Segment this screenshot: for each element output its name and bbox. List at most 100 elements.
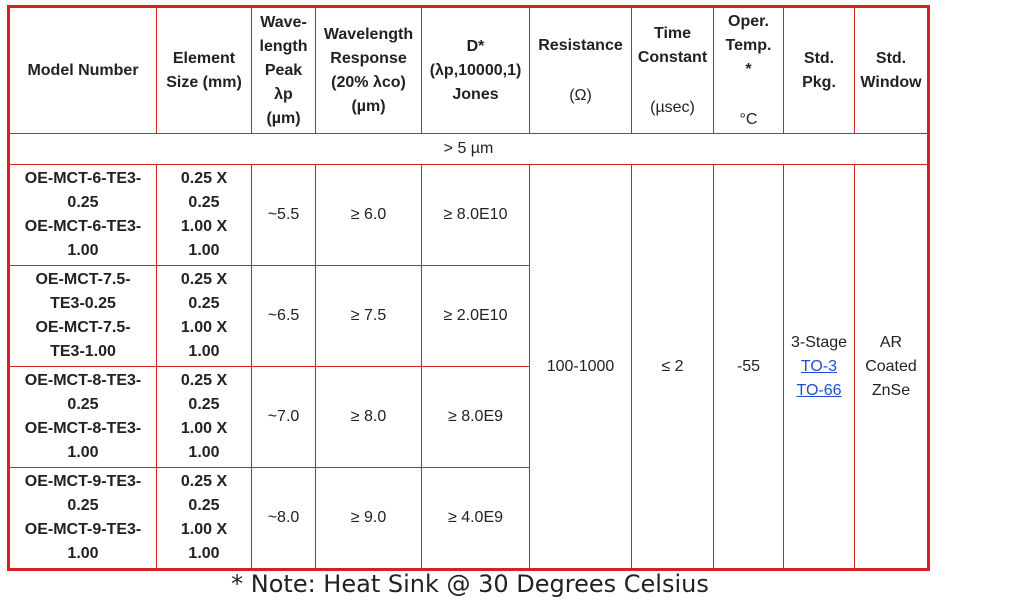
data-row: OE-MCT-8-TE3- 0.25 OE-MCT-8-TE3- 1.00 0.25 X… <box>8 366 929 468</box>
cell-line: * <box>745 60 752 78</box>
cell-line: Resistance <box>538 36 623 54</box>
cell-line: TE3-0.25 <box>50 295 116 312</box>
cell-line: Constant <box>637 48 708 66</box>
cell-line: Wave- <box>260 13 307 31</box>
size-cell: 0.25 X 0.25 1.00 X 1.00 <box>156 265 252 367</box>
cell-line: OE-MCT-9-TE3- <box>24 473 142 490</box>
cell-line: Response <box>330 49 407 67</box>
cell-line: 0.25 <box>188 295 220 312</box>
peak-cell: ~6.5 <box>251 265 316 367</box>
cell-line: (λp,10000,1) <box>429 61 522 79</box>
dstar-cell: ≥ 8.0E9 <box>421 366 530 468</box>
cell-line: 1.00 X <box>180 420 228 437</box>
cell-line: 1.00 X <box>180 218 228 235</box>
cell-line: 0.25 <box>188 497 220 514</box>
header-cell: D* (λp,10000,1) Jones <box>421 6 530 134</box>
cell-line: 1.00 X <box>180 521 228 538</box>
cell-line: 0.25 <box>188 194 220 211</box>
cell-line: Peak <box>264 61 303 79</box>
cell-line: Temp. <box>725 36 772 54</box>
data-row: OE-MCT-9-TE3- 0.25 OE-MCT-9-TE3- 1.00 0.25 X… <box>8 467 929 570</box>
cell-line: Oper. <box>728 12 769 30</box>
cell-line: (µm) <box>351 97 386 115</box>
table-body: Model Number Element Size (mm) Wave-length P… <box>8 6 929 570</box>
cell-line: °C <box>739 110 758 128</box>
cell-line: OE-MCT-8-TE3- <box>24 420 142 437</box>
spec-table: Model Number Element Size (mm) Wave-length P… <box>7 5 930 571</box>
note: * Note: Heat Sink @ 30 Degrees Celsius <box>231 570 709 598</box>
data-row: OE-MCT-6-TE3- 0.25 OE-MCT-6-TE3- 1.00 0.25 X… <box>8 164 929 570</box>
header-cell: Oper. Temp. * °C <box>713 6 784 134</box>
header-cell: Std. Pkg. <box>783 6 855 134</box>
dstar-cell: ≥ 8.0E10 <box>421 164 530 266</box>
cell-line: OE-MCT-6-TE3- <box>24 170 142 187</box>
cell-line: OE-MCT-6-TE3- <box>24 218 142 235</box>
cell-line: (20% λco) <box>331 73 406 91</box>
table-wrap: Model Number Element Size (mm) Wave-length P… <box>7 5 930 571</box>
dstar-cell: ≥ 4.0E9 <box>421 467 530 570</box>
cell-line: Time <box>653 24 692 42</box>
size-cell: 0.25 X 0.25 1.00 X 1.00 <box>156 467 252 570</box>
cell-line: TE3-1.00 <box>50 343 116 360</box>
cell-line: Pkg. <box>802 73 836 91</box>
cell-line: OE-MCT-7.5- <box>35 271 131 288</box>
cell-line[interactable]: TO-66 <box>796 381 842 399</box>
cell-line: 1.00 <box>188 242 220 259</box>
cell-line: ZnSe <box>871 381 911 399</box>
cell-line: Wavelength <box>323 25 414 43</box>
cell-line: 0.25 <box>67 497 99 514</box>
cell-line: Coated <box>865 357 917 375</box>
header-cell: Resistance (Ω) <box>529 6 632 134</box>
cell-line-wrap: TO-66 <box>784 379 854 403</box>
model-cell: OE-MCT-9-TE3- 0.25 OE-MCT-9-TE3- 1.00 <box>8 467 157 570</box>
cell-line: 0.25 <box>67 396 99 413</box>
cell-line: 1.00 <box>188 545 220 562</box>
cell-line: 0.25 X <box>180 372 228 389</box>
model-cell: OE-MCT-6-TE3- 0.25 OE-MCT-6-TE3- 1.00 <box>8 164 157 266</box>
cell-line: OE-MCT-9-TE3- <box>24 521 142 538</box>
cell-line: λp <box>274 85 293 103</box>
cell-line: 3-Stage <box>790 333 848 351</box>
cell-line[interactable]: TO-3 <box>800 357 838 375</box>
header-cell: Model Number <box>8 6 157 134</box>
cell-line: 1.00 <box>67 242 99 259</box>
window-cell: AR Coated ZnSe <box>854 164 929 570</box>
cell-line: 1.00 <box>67 444 99 461</box>
cell-line: (µsec) <box>650 98 695 116</box>
response-cell: ≥ 6.0 <box>315 164 422 266</box>
cell-line: 0.25 X <box>180 271 228 288</box>
cell-line: Size (mm) <box>166 73 242 91</box>
response-cell: ≥ 9.0 <box>315 467 422 570</box>
cell-line: (Ω) <box>569 86 592 104</box>
header-cell: Wave-length Peak λp (µm) <box>251 6 316 134</box>
cell-line-wrap: TO-3 <box>784 355 854 379</box>
temp-cell: -55 <box>713 164 784 570</box>
header-cell: Element Size (mm) <box>156 6 252 134</box>
cell-line: 1.00 <box>188 343 220 360</box>
cell-line: length <box>259 37 308 55</box>
cell-line: 0.25 X <box>180 170 228 187</box>
cell-line: Window <box>860 73 922 91</box>
header-row: Model Number Element Size (mm) Wave-length P… <box>8 6 929 134</box>
cell-line: 1.00 <box>67 545 99 562</box>
cell-line: Element <box>172 49 236 67</box>
response-cell: ≥ 8.0 <box>315 366 422 468</box>
section-cell: > 5 µm <box>8 133 929 165</box>
size-cell: 0.25 X 0.25 1.00 X 1.00 <box>156 164 252 266</box>
cell-line: OE-MCT-8-TE3- <box>24 372 142 389</box>
header-cell: Time Constant (µsec) <box>631 6 714 134</box>
resistance-cell: 100-1000 <box>529 164 632 570</box>
cell-line: Std. <box>803 49 835 67</box>
peak-cell: ~5.5 <box>251 164 316 266</box>
package-cell: 3-Stage TO-3 TO-66 <box>783 164 855 570</box>
model-cell: OE-MCT-8-TE3- 0.25 OE-MCT-8-TE3- 1.00 <box>8 366 157 468</box>
response-cell: ≥ 7.5 <box>315 265 422 367</box>
peak-cell: ~7.0 <box>251 366 316 468</box>
cell-line: OE-MCT-7.5- <box>35 319 131 336</box>
cell-line: D* <box>466 37 485 55</box>
model-cell: OE-MCT-7.5- TE3-0.25 OE-MCT-7.5- TE3-1.00 <box>8 265 157 367</box>
cell-line: 0.25 <box>188 396 220 413</box>
header-cell: Std. Window <box>854 6 929 134</box>
cell-line: Std. <box>875 49 907 67</box>
